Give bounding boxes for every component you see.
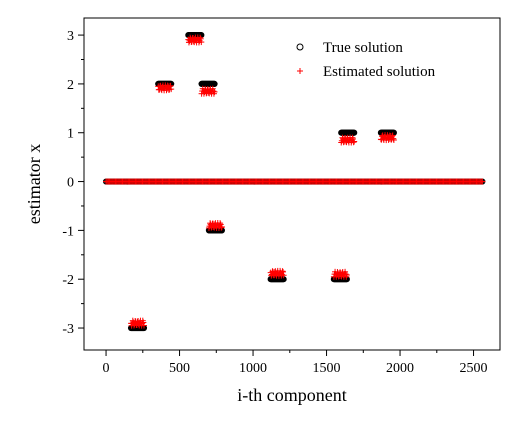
axis-ticks: 0 500 1000 1500 2000 2500 -3 -2 -1 0 1 2 3 (62, 29, 487, 376)
estimated-point (389, 132, 396, 139)
estimated-point (350, 139, 357, 146)
legend: True solution Estimated solution (296, 40, 436, 80)
estimated-point (218, 223, 225, 230)
x-axis-label: i-th component (237, 385, 346, 405)
y-tick-label: -1 (62, 224, 74, 239)
estimated-point (479, 178, 486, 185)
x-tick-label: 1000 (239, 361, 267, 376)
y-tick-label: -3 (62, 322, 74, 337)
estimated-point (197, 34, 204, 41)
true-point (351, 129, 358, 136)
y-tick-label: 1 (67, 127, 74, 142)
estimated-point (210, 88, 217, 95)
estimated-point (140, 319, 147, 326)
estimated-point (168, 86, 175, 93)
estimated-point (343, 271, 350, 278)
y-tick-label: 0 (67, 176, 74, 191)
legend-true-label: True solution (323, 40, 403, 56)
estimated-point (390, 135, 397, 142)
estimated-point (211, 88, 218, 95)
y-tick-label: -2 (62, 273, 74, 288)
estimated-point (349, 134, 356, 141)
y-axis-label: estimator x (24, 144, 44, 224)
legend-estimated-marker (297, 68, 303, 74)
estimated-point (218, 224, 225, 231)
estimated-point (279, 268, 286, 275)
legend-estimated-label: Estimated solution (323, 64, 436, 80)
plot-frame (83, 17, 501, 351)
estimated-point (390, 136, 397, 143)
estimated-solution-series (103, 34, 486, 329)
legend-true-marker (296, 43, 304, 51)
estimated-point (217, 220, 224, 227)
estimated-point (167, 82, 174, 89)
estimated-point (280, 268, 287, 275)
true-point (211, 80, 218, 88)
x-tick-label: 500 (169, 361, 190, 376)
estimated-point (280, 272, 287, 279)
x-tick-label: 2000 (386, 361, 414, 376)
y-tick-label: 2 (67, 78, 74, 93)
x-tick-label: 1500 (313, 361, 341, 376)
x-tick-label: 0 (103, 361, 110, 376)
x-tick-label: 2500 (460, 361, 488, 376)
estimated-point (350, 136, 357, 143)
y-tick-label: 3 (67, 29, 74, 44)
legend-plus-shape (297, 68, 303, 74)
data-marks (102, 31, 486, 332)
estimated-point (197, 35, 204, 42)
estimated-point (198, 39, 205, 46)
estimated-point (351, 138, 358, 145)
estimated-point (140, 322, 147, 329)
estimated-point (342, 271, 349, 278)
